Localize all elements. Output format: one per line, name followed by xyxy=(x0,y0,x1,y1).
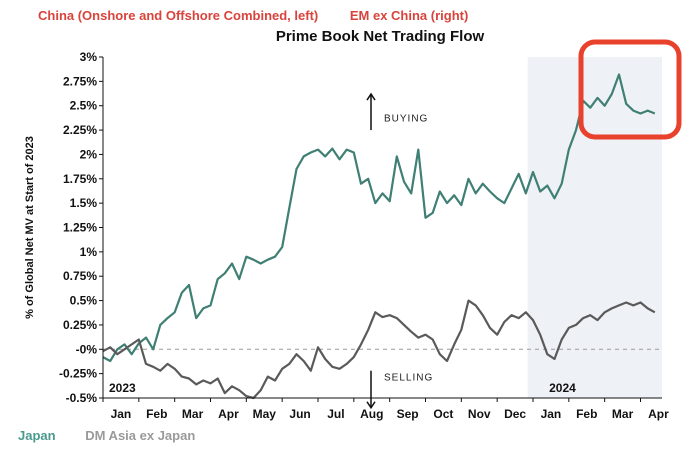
y-tick-label: -0.25% xyxy=(59,367,97,381)
x-tick-label: Jun xyxy=(289,407,310,421)
annotation-buying: BUYING xyxy=(384,113,428,124)
year-label-2024: 2024 xyxy=(549,381,576,395)
x-tick-label: Nov xyxy=(468,407,491,421)
x-tick-label: Apr xyxy=(648,407,669,421)
y-tick-label: -0% xyxy=(76,342,98,356)
y-tick-label: 0.75% xyxy=(63,269,97,283)
x-tick-label: Jul xyxy=(327,407,344,421)
buying-arrowhead xyxy=(366,92,376,101)
series-layer xyxy=(102,73,656,400)
legend-china: China (Onshore and Offshore Combined, le… xyxy=(38,8,319,23)
legend-em-ex-china: EM ex China (right) xyxy=(349,8,469,23)
y-tick-label: 0.25% xyxy=(63,318,97,332)
y-tick-label: 1% xyxy=(80,245,98,259)
x-tick-label: Apr xyxy=(218,407,239,421)
series-main-line xyxy=(102,73,656,363)
series-secondary-line xyxy=(102,299,656,400)
y-tick-label: -0.5% xyxy=(66,391,98,405)
x-tick-label: Oct xyxy=(433,407,453,421)
y-tick-label: 2.25% xyxy=(63,123,97,137)
y-tick-label: 1.5% xyxy=(70,196,98,210)
y-axis-label: % of Global Net MV at Start of 2023 xyxy=(24,136,36,319)
y-tick-label: 2.5% xyxy=(70,99,98,113)
x-tick-label: Aug xyxy=(360,407,383,421)
y-tick-label: 0.5% xyxy=(70,294,98,308)
year-label-2023: 2023 xyxy=(109,381,136,395)
y-tick-label: 2.75% xyxy=(63,74,97,88)
x-tick-label: Jan xyxy=(541,407,562,421)
x-tick-label: Sep xyxy=(397,407,419,421)
y-tick-label: 1.75% xyxy=(63,172,97,186)
x-tick-label: Jan xyxy=(111,407,132,421)
y-tick-label: 2% xyxy=(80,147,98,161)
x-tick-label: Feb xyxy=(146,407,167,421)
annotation-selling: SELLING xyxy=(384,373,433,384)
x-tick-label: Mar xyxy=(612,407,634,421)
x-tick-label: Mar xyxy=(182,407,204,421)
legend-bottom: Japan DM Asia ex Japan xyxy=(18,428,195,443)
x-tick-label: May xyxy=(253,407,277,421)
labels-layer: 3% 2.75% 2.5% 2.25% 2% 1.75% 1.5% 1.25% 1% 0.75% 0… xyxy=(24,50,669,421)
shade-2024 xyxy=(527,57,662,398)
selling-arrowhead xyxy=(366,401,376,410)
axes-layer xyxy=(99,39,682,410)
chart-title: Prime Book Net Trading Flow xyxy=(275,28,485,45)
x-tick-label: Feb xyxy=(576,407,597,421)
legend-japan: Japan xyxy=(18,428,56,443)
shade-layer xyxy=(527,57,662,398)
legend-top: China (Onshore and Offshore Combined, le… xyxy=(38,8,468,23)
y-tick-label: 1.25% xyxy=(63,221,97,235)
x-tick-label: Dec xyxy=(504,407,526,421)
legend-dm-asia-ex-japan: DM Asia ex Japan xyxy=(85,428,196,443)
y-tick-label: 3% xyxy=(80,50,98,64)
highlight-box xyxy=(578,39,682,140)
